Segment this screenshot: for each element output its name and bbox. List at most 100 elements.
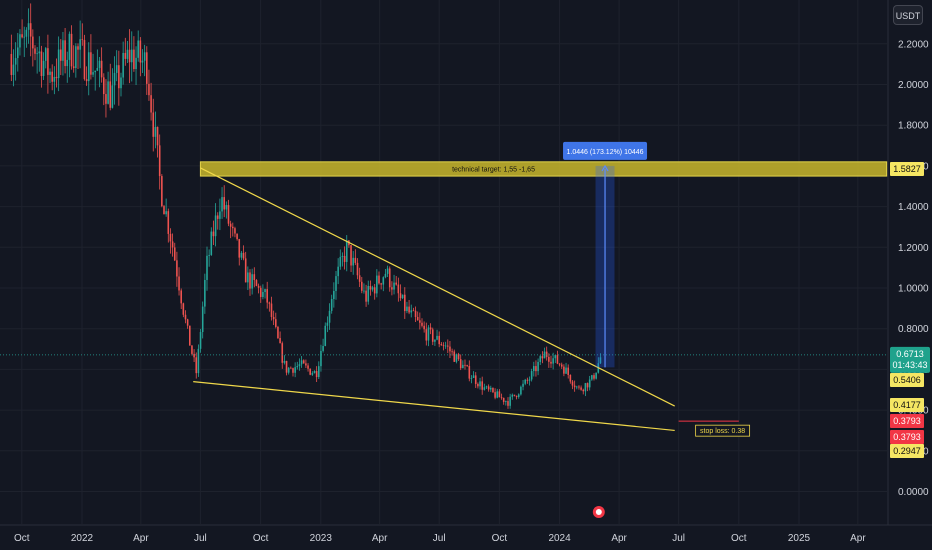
candle-body bbox=[277, 326, 279, 339]
candle-body bbox=[113, 72, 116, 86]
price-badge-value: 1.5827 bbox=[893, 164, 921, 174]
x-axis: Oct 2022 Apr Jul Oct 2023 Apr Jul Oct 2024 Apr Jul O… bbox=[14, 533, 866, 544]
candle-body bbox=[145, 52, 148, 84]
currency-button[interactable]: USDT bbox=[893, 5, 923, 25]
candle-body bbox=[23, 36, 26, 38]
candle-body bbox=[560, 364, 563, 367]
candle-body bbox=[567, 367, 569, 375]
candle-body bbox=[358, 275, 361, 282]
candle-body bbox=[558, 363, 561, 365]
candle-body bbox=[40, 51, 43, 76]
candle-body bbox=[378, 275, 380, 284]
candle-body bbox=[204, 279, 206, 307]
candle-body bbox=[526, 379, 529, 381]
candle-body bbox=[285, 360, 288, 373]
candle-body bbox=[513, 394, 516, 396]
candle-body bbox=[259, 287, 262, 297]
candle-body bbox=[485, 386, 488, 388]
candle-body bbox=[425, 329, 428, 341]
current-price-value: 0.6713 bbox=[896, 349, 924, 359]
candle-body bbox=[19, 34, 21, 48]
candle-body bbox=[191, 345, 193, 354]
candle-body bbox=[487, 386, 490, 390]
candle-body bbox=[242, 252, 245, 259]
y-axis: 2.20002.00001.80001.60001.40001.20001.00… bbox=[898, 39, 929, 498]
candle-body bbox=[227, 205, 230, 224]
current-price-countdown: 01:43:43 bbox=[892, 360, 927, 370]
candle-body bbox=[249, 272, 251, 289]
candle-body bbox=[408, 306, 410, 313]
measure-arrow-head bbox=[601, 164, 609, 172]
candle-body bbox=[199, 332, 202, 349]
candle-body bbox=[77, 46, 79, 50]
candle-body bbox=[414, 310, 417, 317]
candle-body bbox=[309, 368, 311, 375]
candle-body bbox=[565, 367, 567, 374]
y-tick-label: 0.8000 bbox=[898, 324, 929, 335]
stop-loss-label: stop loss: 0.38 bbox=[700, 428, 745, 435]
candle-body bbox=[225, 205, 228, 210]
x-tick-label: 2025 bbox=[788, 533, 811, 544]
candle-body bbox=[393, 282, 395, 290]
candle-body bbox=[322, 345, 324, 351]
candle-body bbox=[556, 355, 559, 364]
candle-body bbox=[360, 281, 363, 291]
candle-body bbox=[298, 364, 301, 367]
x-tick-label: 2024 bbox=[548, 533, 571, 544]
candle-body bbox=[356, 262, 359, 276]
candle-body bbox=[440, 344, 443, 346]
trendline-lower[interactable] bbox=[193, 381, 675, 432]
target-zone[interactable] bbox=[199, 161, 888, 177]
current-price-badge bbox=[890, 346, 930, 373]
candle-body bbox=[64, 40, 66, 67]
candle-body bbox=[548, 356, 550, 362]
candle-body bbox=[571, 381, 574, 386]
y-tick-label: 1.2000 bbox=[898, 243, 929, 254]
candle-body bbox=[272, 316, 275, 320]
x-tick-label: Apr bbox=[611, 533, 627, 544]
price-badge bbox=[890, 373, 924, 387]
candle-body bbox=[16, 47, 19, 59]
candle-body bbox=[115, 65, 118, 73]
candle-body bbox=[337, 266, 339, 277]
candle-body bbox=[494, 392, 496, 398]
candle-body bbox=[391, 287, 393, 290]
candle-body bbox=[98, 60, 101, 68]
candle-body bbox=[128, 49, 131, 63]
candle-body bbox=[79, 39, 81, 50]
measure-label: 1.0446 (173.12%) 10446 bbox=[566, 149, 643, 156]
candle-body bbox=[305, 363, 307, 366]
y-tick-label: 1.8000 bbox=[898, 121, 929, 132]
candle-body bbox=[311, 373, 314, 375]
candle-body bbox=[401, 294, 404, 299]
x-tick-label: Apr bbox=[133, 533, 149, 544]
candle-body bbox=[47, 48, 49, 75]
candle-body bbox=[251, 274, 253, 289]
candle-body bbox=[397, 284, 400, 294]
candle-body bbox=[143, 52, 146, 61]
candle-body bbox=[92, 72, 94, 75]
candle-body bbox=[483, 387, 486, 390]
candle-body bbox=[158, 145, 161, 177]
candle-body bbox=[515, 395, 518, 397]
candle-body bbox=[244, 258, 247, 283]
candle-body bbox=[449, 346, 451, 352]
candle-body bbox=[307, 365, 309, 369]
candle-body bbox=[419, 320, 421, 323]
candle-body bbox=[188, 325, 191, 346]
drawings[interactable]: technical target: 1,55 -1,65 1.0446 (173.… bbox=[0, 141, 888, 518]
candle-body bbox=[352, 257, 354, 266]
candle-body bbox=[161, 176, 163, 207]
candle-body bbox=[257, 285, 260, 288]
candle-body bbox=[296, 366, 299, 368]
candle-body bbox=[29, 23, 32, 37]
candle-body bbox=[345, 240, 348, 262]
candle-body bbox=[474, 375, 477, 384]
candle-body bbox=[599, 357, 602, 364]
candle-body bbox=[472, 375, 475, 378]
candle-body bbox=[223, 197, 225, 210]
trendline-upper[interactable] bbox=[200, 167, 675, 407]
candle-body bbox=[412, 310, 415, 312]
candle-body bbox=[176, 260, 178, 277]
